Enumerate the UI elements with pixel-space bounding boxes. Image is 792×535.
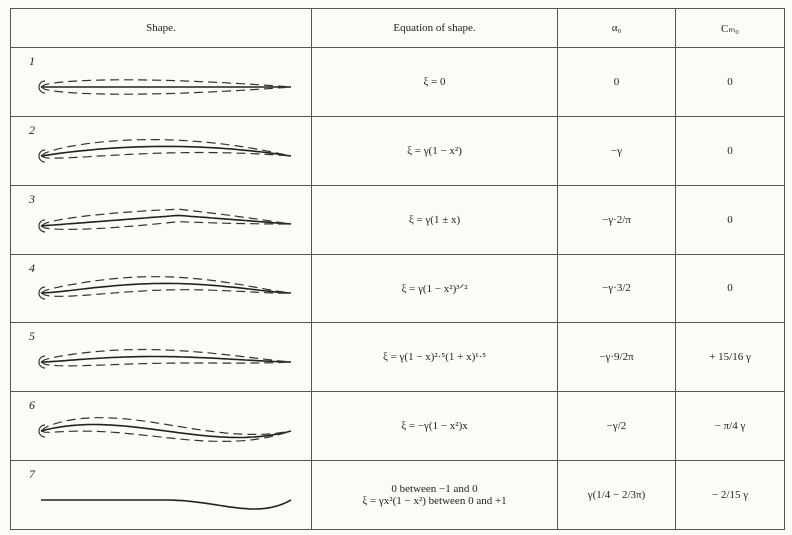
row-number: 7 bbox=[29, 467, 35, 482]
lower-surface bbox=[40, 289, 292, 298]
header-cell: Equation of shape. bbox=[311, 8, 558, 48]
equation: ξ = 0 bbox=[423, 75, 446, 88]
camber-line bbox=[40, 283, 292, 295]
alpha-cell: −γ bbox=[557, 115, 676, 186]
lower-surface bbox=[40, 220, 291, 230]
upper-surface bbox=[40, 276, 292, 295]
table-row: 4 ξ = γ(1 − x²)³ᐟ² −γ·3/2 0 bbox=[10, 253, 785, 324]
shape-drawing bbox=[38, 349, 292, 369]
shape-drawing bbox=[38, 79, 292, 95]
leading-edge bbox=[38, 218, 46, 233]
shape-cell: 1 bbox=[10, 47, 312, 117]
shape-cell: 6 bbox=[10, 391, 312, 462]
leading-edge bbox=[38, 424, 46, 438]
shape-drawing bbox=[41, 499, 292, 510]
camber-line bbox=[40, 145, 292, 157]
cm-cell: − π/4 γ bbox=[675, 391, 785, 462]
equation: ξ = γx²(1 − x²) between 0 and +1 bbox=[362, 495, 507, 508]
lower-surface bbox=[40, 151, 292, 159]
equation-cell: ξ = γ(1 − x²) bbox=[311, 115, 558, 186]
table-row: 3 ξ = γ(1 ± x) −γ·2/π 0 bbox=[10, 184, 785, 255]
table-row: 5 ξ = γ(1 − x)²·⁵(1 + x)¹·⁵ −γ·9/2π + 15/16… bbox=[10, 322, 785, 393]
upper-surface bbox=[40, 349, 292, 363]
header-cell: Cₘ₀ bbox=[675, 8, 785, 48]
lower-surface bbox=[40, 86, 292, 95]
cm-cell: 0 bbox=[675, 253, 785, 324]
row-number: 6 bbox=[29, 398, 35, 413]
equation: ξ = γ(1 − x²)³ᐟ² bbox=[401, 282, 468, 295]
equation-cell: ξ = −γ(1 − x²)x bbox=[311, 391, 558, 462]
equation-cell: ξ = γ(1 ± x) bbox=[311, 184, 558, 255]
leading-edge bbox=[38, 286, 46, 301]
cm-cell: 0 bbox=[675, 47, 785, 117]
row-number: 4 bbox=[29, 260, 35, 275]
row-number: 5 bbox=[29, 329, 35, 344]
leading-edge bbox=[38, 149, 46, 163]
alpha-cell: 0 bbox=[557, 47, 676, 117]
header-cell: Shape. bbox=[10, 8, 312, 48]
table-row: 6 ξ = −γ(1 − x²)x −γ/2− π/4 γ bbox=[10, 391, 785, 462]
leading-edge bbox=[38, 80, 46, 94]
camber-line bbox=[40, 355, 292, 364]
row-number: 2 bbox=[29, 122, 35, 137]
table-row: 2 ξ = γ(1 − x²) −γ 0 bbox=[10, 115, 785, 186]
alpha-cell: −γ·2/π bbox=[557, 184, 676, 255]
camber-line bbox=[40, 214, 292, 227]
alpha-cell: γ(1/4 − 2/3π) bbox=[557, 460, 676, 530]
shape-drawing bbox=[38, 276, 292, 301]
alpha-cell: −γ/2 bbox=[557, 391, 676, 462]
equation: ξ = γ(1 − x)²·⁵(1 + x)¹·⁵ bbox=[382, 351, 487, 364]
shape-table: Shape. Equation of shape. α₀ Cₘ₀ 1 ξ = 0 0… bbox=[10, 8, 785, 530]
equation: ξ = γ(1 ± x) bbox=[408, 213, 461, 226]
shape-drawing bbox=[38, 138, 292, 163]
equation-cell: ξ = 0 bbox=[311, 47, 558, 117]
cm-cell: − 2/15 γ bbox=[675, 460, 785, 530]
leading-edge bbox=[38, 355, 46, 369]
alpha-cell: −γ·9/2π bbox=[557, 322, 676, 393]
cm-cell: + 15/16 γ bbox=[675, 322, 785, 393]
upper-surface bbox=[40, 79, 292, 88]
camber-line bbox=[41, 499, 292, 510]
upper-surface bbox=[40, 138, 292, 157]
cm-cell: 0 bbox=[675, 184, 785, 255]
shape-cell: 4 bbox=[10, 253, 312, 324]
shape-cell: 5 bbox=[10, 322, 312, 393]
equation-cell: ξ = γ(1 − x²)³ᐟ² bbox=[311, 253, 558, 324]
equation: ξ = γ(1 − x²) bbox=[407, 144, 462, 157]
shape-drawing bbox=[38, 208, 292, 233]
equation-cell: ξ = γ(1 − x)²·⁵(1 + x)¹·⁵ bbox=[311, 322, 558, 393]
upper-surface bbox=[40, 417, 292, 436]
table-head: Shape. Equation of shape. α₀ Cₘ₀ bbox=[10, 8, 785, 48]
equation: 0 between −1 and 0 bbox=[391, 483, 478, 496]
shape-cell: 2 bbox=[10, 115, 312, 186]
header-row: Shape. Equation of shape. α₀ Cₘ₀ bbox=[10, 8, 785, 48]
cm-cell: 0 bbox=[675, 115, 785, 186]
equation: ξ = −γ(1 − x²)x bbox=[401, 420, 468, 433]
row-number: 1 bbox=[29, 54, 35, 68]
upper-surface bbox=[40, 208, 292, 227]
lower-surface bbox=[40, 361, 292, 367]
shape-cell: 7 bbox=[10, 460, 312, 530]
camber-line bbox=[40, 423, 292, 439]
row-number: 3 bbox=[29, 191, 35, 206]
alpha-cell: −γ·3/2 bbox=[557, 253, 676, 324]
header-cell: α₀ bbox=[557, 8, 676, 48]
shape-drawing bbox=[38, 417, 292, 443]
shape-cell: 3 bbox=[10, 184, 312, 255]
